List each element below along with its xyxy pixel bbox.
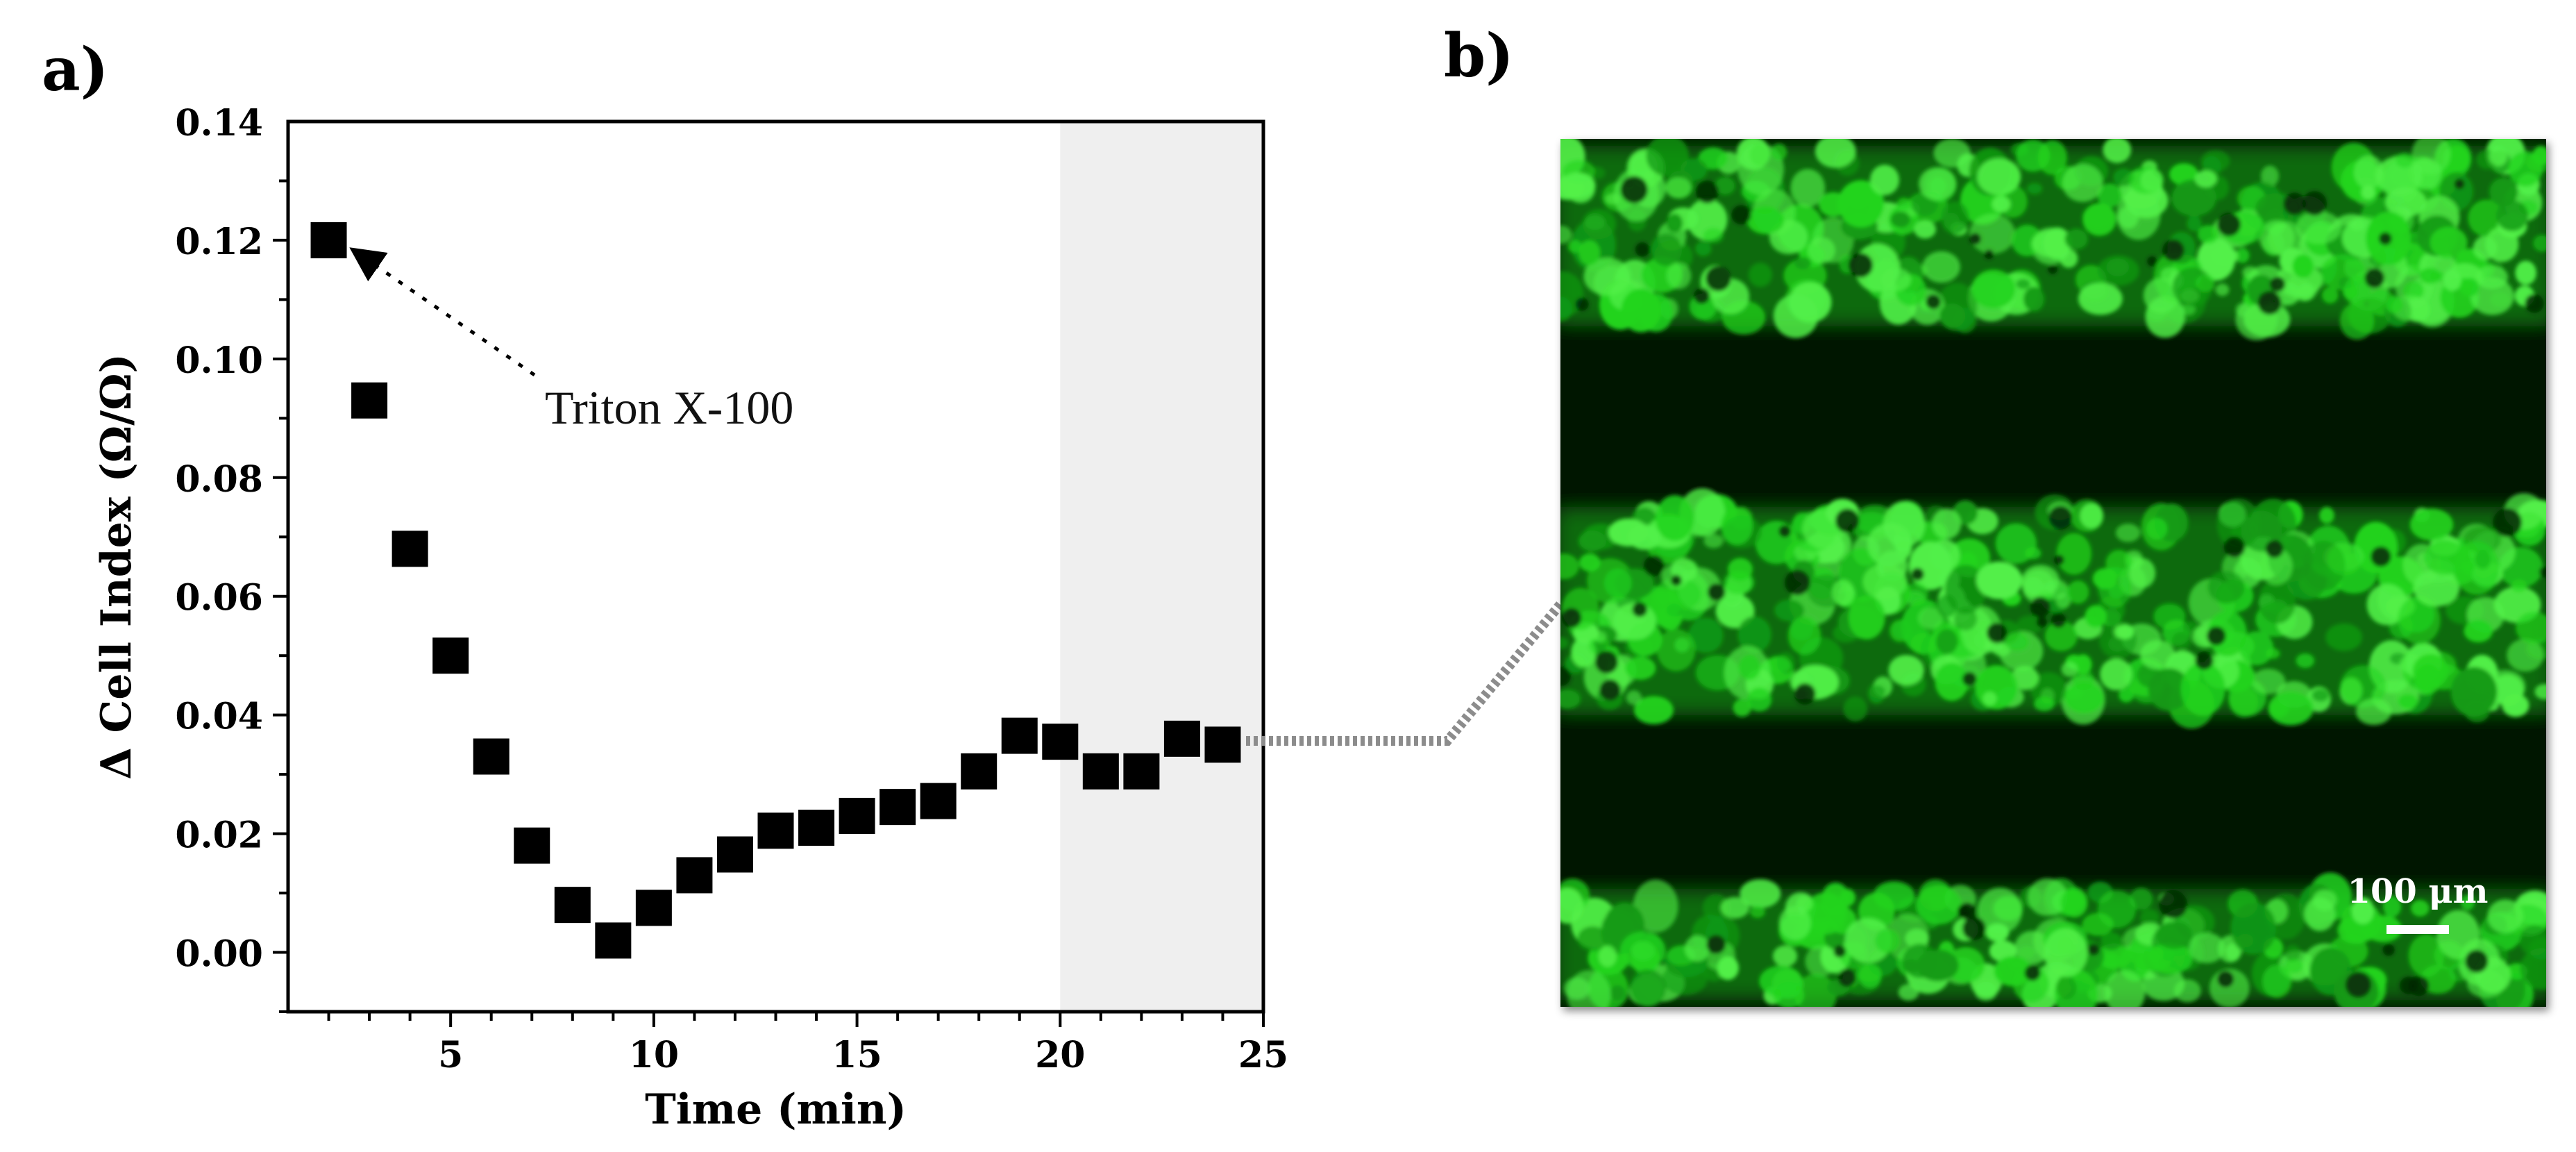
data-point [635,890,672,926]
data-point [554,887,591,924]
annotation-label: Triton X-100 [545,381,793,434]
x-axis-label: Time (min) [645,1085,907,1134]
data-point [1082,753,1119,790]
data-points [310,222,1241,959]
fluorescence-micrograph [1560,139,2546,1007]
data-point [839,797,875,834]
panel-label-b: b) [1444,21,1514,91]
data-point [1163,720,1200,757]
data-point [1204,726,1241,763]
cell-bands [1560,139,2546,1007]
y-tick-label: 0.02 [175,815,263,857]
y-tick-label: 0.06 [175,577,263,619]
data-point [879,789,916,826]
data-point [798,810,835,846]
data-point [473,738,510,775]
data-point [351,382,388,419]
data-point [392,531,428,567]
y-tick-label: 0.14 [175,102,263,144]
x-tick-label: 15 [832,1034,882,1076]
scale-bar [2386,925,2449,934]
x-tick-labels: 5 10 15 20 25 [438,1034,1288,1076]
x-tick-label: 20 [1035,1034,1085,1076]
y-tick-label: 0.12 [175,221,263,263]
data-point [676,857,713,894]
data-point [595,922,632,959]
data-point [310,222,347,258]
y-tick-label: 0.08 [175,458,263,501]
data-point [432,637,469,674]
y-tick-labels: 0.00 0.02 0.04 0.06 0.08 0.10 0.12 0.14 [175,102,263,976]
y-tick-label: 0.04 [175,696,263,738]
y-tick-label: 0.00 [175,933,263,976]
connector-line [1246,601,1565,746]
x-tick-label: 5 [438,1034,463,1076]
scale-bar-label: 100 μm [2348,872,2489,911]
data-point [1123,753,1160,790]
data-point [757,812,794,849]
plot-frame [286,119,1265,1014]
panel-label-a: a) [42,35,108,105]
data-point [514,827,550,864]
x-tick-label: 10 [629,1034,679,1076]
chart: 0.00 0.02 0.04 0.06 0.08 0.10 0.12 0.14 5 10 15 20… [92,102,1288,1134]
shaded-region [1060,122,1263,1012]
data-point [1001,717,1038,754]
x-tick-label: 25 [1238,1034,1288,1076]
y-tick-label: 0.10 [175,340,263,382]
data-point [1042,724,1079,760]
data-point [716,836,753,873]
data-point [920,783,957,819]
annotation-arrow [349,247,536,377]
y-axis-label: Δ Cell Index (Ω/Ω) [92,353,141,780]
data-point [961,753,997,790]
